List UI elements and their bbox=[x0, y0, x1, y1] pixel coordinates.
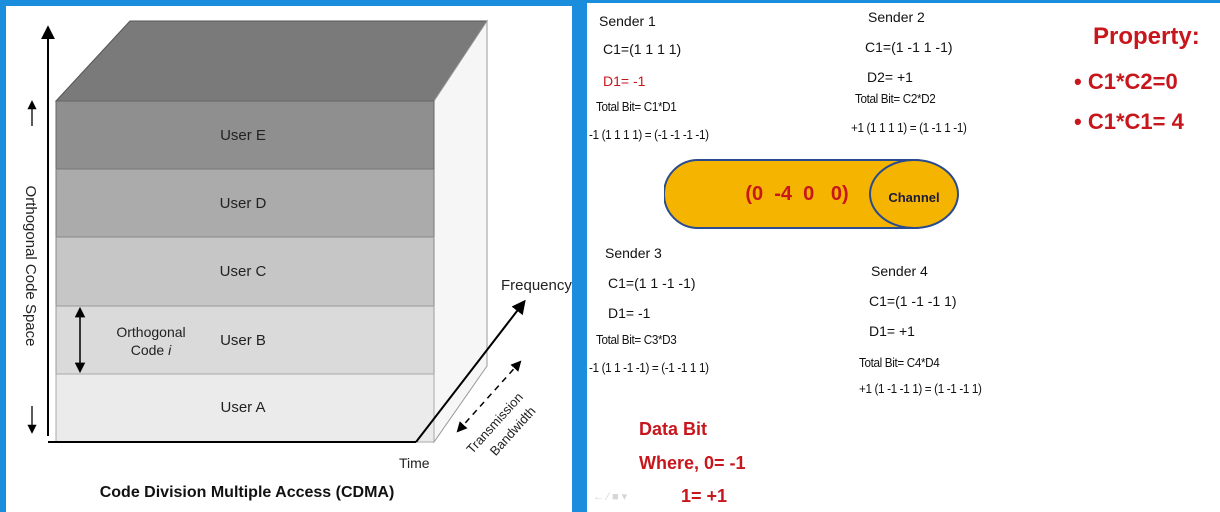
cdma-diagram: User E User D User C User B User A Ortho… bbox=[22, 19, 572, 501]
sender-1-calc: -1 (1 1 1 1) = (-1 -1 -1 -1) bbox=[589, 127, 709, 142]
stack-top-face bbox=[54, 20, 488, 102]
layer-user-b bbox=[55, 305, 435, 375]
data-bit-line-1: Where, 0= -1 bbox=[639, 453, 746, 473]
bandwidth-arrow bbox=[456, 360, 522, 433]
cdma-diagram-panel: User E User D User C User B User A Ortho… bbox=[6, 6, 572, 512]
layer-user-a bbox=[55, 373, 435, 443]
sender-3-calc: -1 (1 1 -1 -1) = (-1 -1 1 1) bbox=[589, 360, 709, 375]
sender-2-data: D2= +1 bbox=[867, 69, 913, 85]
faint-toolbar-icons: ← ∕ ■ ▾ bbox=[593, 491, 628, 503]
data-bit-line-2: 1= +1 bbox=[681, 486, 728, 506]
sender-2-total: Total Bit= C2*D2 bbox=[855, 91, 936, 106]
sender-3-total: Total Bit= C3*D3 bbox=[596, 332, 677, 347]
layer-user-c bbox=[55, 236, 435, 307]
time-axis-label: Time bbox=[399, 455, 430, 471]
sender-3-code: C1=(1 1 -1 -1) bbox=[608, 275, 696, 291]
sender-1-title: Sender 1 bbox=[599, 13, 656, 29]
sender-2-code: C1=(1 -1 1 -1) bbox=[865, 39, 953, 55]
channel-diagram: (0 -4 0 0) Channel bbox=[664, 159, 959, 229]
layer-label-user-e: User E bbox=[220, 127, 266, 144]
channel-circle bbox=[869, 159, 959, 229]
sender-2-title: Sender 2 bbox=[868, 9, 925, 25]
orthogonal-code-label: Orthogonal bbox=[116, 324, 185, 340]
sender-1-data: D1= -1 bbox=[603, 73, 646, 89]
layer-label-user-a: User A bbox=[220, 399, 265, 416]
cdma-example-panel: Sender 1 C1=(1 1 1 1) D1= -1 Total Bit= … bbox=[587, 3, 1220, 512]
property-item-2: • C1*C1= 4 bbox=[1074, 109, 1184, 134]
sender-2-calc: +1 (1 1 1 1) = (1 -1 1 -1) bbox=[851, 120, 967, 135]
layer-label-user-c: User C bbox=[220, 263, 267, 280]
sender-3-title: Sender 3 bbox=[605, 245, 662, 261]
sender-3-data: D1= -1 bbox=[608, 305, 651, 321]
layer-stack bbox=[55, 100, 435, 443]
sender-4-calc: +1 (1 -1 -1 1) = (1 -1 -1 1) bbox=[859, 381, 982, 396]
layer-user-e bbox=[55, 100, 435, 170]
sender-1-total: Total Bit= C1*D1 bbox=[596, 99, 677, 114]
layer-label-user-b: User B bbox=[220, 332, 266, 349]
frequency-axis-label: Frequency bbox=[501, 277, 572, 294]
y-axis-label: Orthogonal Code Space bbox=[22, 186, 39, 347]
bullet-icon: • bbox=[1074, 69, 1088, 94]
channel-label: Channel bbox=[888, 190, 939, 205]
channel-vector: (0 -4 0 0) bbox=[745, 183, 848, 205]
property-item-1: • C1*C2=0 bbox=[1074, 69, 1178, 94]
sender-4-title: Sender 4 bbox=[871, 263, 928, 279]
sender-1-code: C1=(1 1 1 1) bbox=[603, 41, 682, 57]
data-bit-title: Data Bit bbox=[639, 419, 708, 439]
diagram-caption: Code Division Multiple Access (CDMA) bbox=[100, 484, 395, 501]
layer-label-user-d: User D bbox=[220, 195, 267, 212]
sender-4-data: D1= +1 bbox=[869, 323, 915, 339]
sender-4-code: C1=(1 -1 -1 1) bbox=[869, 293, 957, 309]
property-title: Property: bbox=[1093, 23, 1200, 50]
bullet-icon: • bbox=[1074, 109, 1088, 134]
orthogonal-code-label-2: Code i bbox=[131, 342, 172, 358]
sender-4-total: Total Bit= C4*D4 bbox=[859, 355, 940, 370]
